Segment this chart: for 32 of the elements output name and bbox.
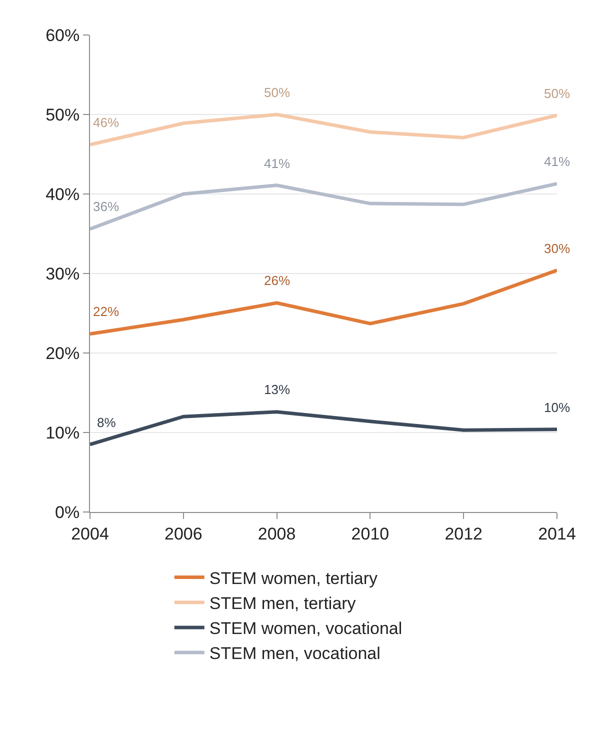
y-tick-label: 60% bbox=[46, 26, 80, 45]
legend-label: STEM women, tertiary bbox=[209, 568, 378, 588]
line-series bbox=[90, 268, 557, 336]
y-tick-label: 30% bbox=[46, 264, 80, 284]
x-tick-label: 2004 bbox=[71, 524, 109, 544]
data-label: 50% bbox=[264, 85, 290, 100]
data-label: 41% bbox=[264, 156, 290, 171]
data-label: 30% bbox=[544, 241, 570, 256]
y-tick-label: 50% bbox=[46, 105, 80, 124]
legend-label: STEM men, vocational bbox=[209, 644, 380, 664]
line-series bbox=[90, 182, 557, 231]
legend-label: STEM women, vocational bbox=[209, 619, 402, 638]
x-tick-label: 2006 bbox=[164, 524, 202, 544]
data-label: 22% bbox=[93, 304, 120, 319]
x-tick-label: 2010 bbox=[351, 524, 390, 544]
data-label: 46% bbox=[93, 115, 120, 130]
x-tick-label: 2012 bbox=[444, 524, 483, 544]
y-tick-label: 10% bbox=[46, 423, 80, 442]
y-tick-label: 0% bbox=[55, 502, 80, 522]
x-tick-label: 2008 bbox=[258, 524, 296, 544]
data-label: 41% bbox=[544, 154, 570, 169]
data-label: 10% bbox=[544, 400, 570, 415]
data-label: 50% bbox=[544, 86, 570, 101]
data-label: 13% bbox=[264, 382, 290, 397]
data-label: 36% bbox=[93, 199, 120, 214]
y-tick-label: 20% bbox=[46, 344, 80, 363]
data-label: 8% bbox=[97, 415, 116, 430]
data-label: 26% bbox=[264, 273, 290, 288]
y-tick-label: 40% bbox=[46, 184, 80, 204]
x-tick-label: 2014 bbox=[538, 524, 576, 544]
legend-label: STEM men, tertiary bbox=[209, 594, 356, 613]
line-series bbox=[90, 112, 557, 146]
